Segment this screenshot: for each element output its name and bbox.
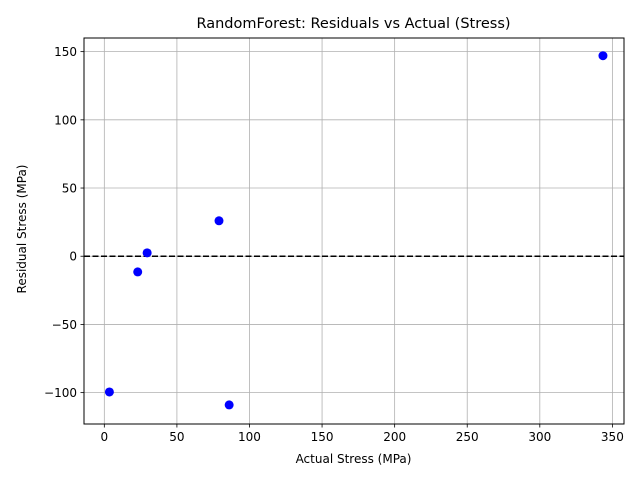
grid (84, 38, 624, 424)
y-tick-label: 50 (62, 182, 77, 196)
y-tick-label: 100 (54, 113, 77, 127)
x-tick-label: 150 (311, 430, 334, 444)
x-axis-label: Actual Stress (MPa) (296, 452, 412, 466)
plot-frame (83, 37, 625, 425)
data-points (104, 51, 608, 410)
y-axis-ticks: −100 −50 0 50 100 150 (44, 45, 84, 400)
scatter-point (104, 387, 114, 397)
x-tick-label: 250 (456, 430, 479, 444)
y-tick-label: −50 (52, 318, 77, 332)
y-tick-label: 150 (54, 45, 77, 59)
x-tick-label: 50 (169, 430, 184, 444)
x-axis-ticks: 0 50 100 150 200 250 300 350 (101, 424, 624, 444)
scatter-point (598, 51, 608, 61)
y-axis-label: Residual Stress (MPa) (15, 165, 29, 294)
x-tick-label: 350 (601, 430, 624, 444)
y-tick-label: 0 (69, 250, 77, 264)
x-tick-label: 200 (383, 430, 406, 444)
scatter-point (133, 267, 143, 277)
x-tick-label: 0 (101, 430, 109, 444)
scatter-point (142, 248, 152, 258)
scatter-point (224, 400, 234, 410)
scatter-point (214, 216, 224, 226)
y-tick-label: −100 (44, 386, 77, 400)
chart-title: RandomForest: Residuals vs Actual (Stres… (196, 16, 510, 32)
x-tick-label: 300 (528, 430, 551, 444)
x-tick-label: 100 (238, 430, 261, 444)
